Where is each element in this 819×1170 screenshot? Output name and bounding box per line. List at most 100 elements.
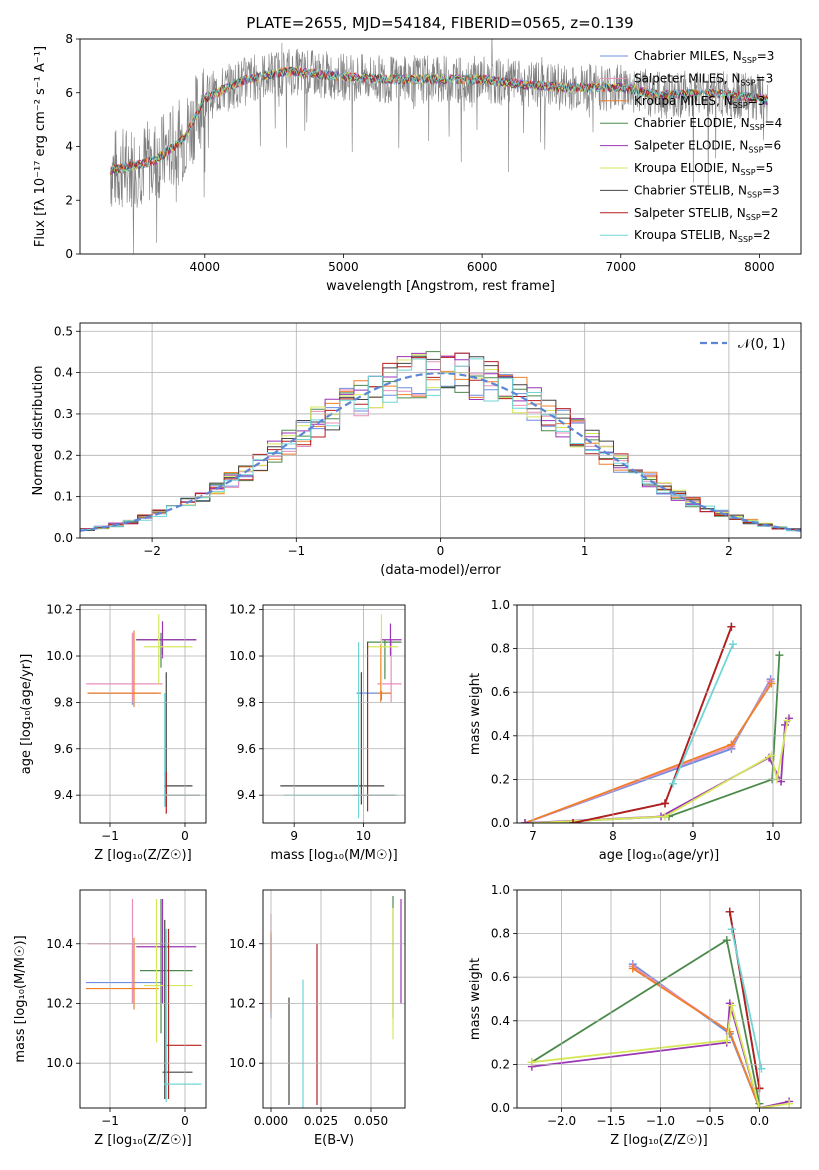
weight-marker bbox=[783, 716, 792, 725]
y-tick-label: 1.0 bbox=[491, 883, 510, 897]
legend-label: Kroupa ELODIE, NSSP=5 bbox=[634, 161, 773, 177]
plot-area bbox=[86, 614, 200, 814]
axes-frame bbox=[79, 604, 207, 824]
weight-marker bbox=[669, 779, 677, 788]
y-tick-label: 9.8 bbox=[54, 695, 73, 709]
x-tick-label: −2.0 bbox=[547, 1114, 576, 1128]
x-tick-label: 0.025 bbox=[304, 1114, 338, 1128]
x-axis-label: Z [log₁₀(Z/Z☉)] bbox=[610, 1133, 707, 1148]
y-tick-label: 10.4 bbox=[229, 937, 256, 951]
y-tick-label: 10.2 bbox=[46, 996, 73, 1010]
x-tick-label: 1 bbox=[581, 544, 589, 558]
weight-line bbox=[572, 626, 733, 823]
x-tick-label: 0.050 bbox=[354, 1114, 388, 1128]
y-tick-label: 0 bbox=[65, 247, 73, 261]
x-tick-label: 4000 bbox=[190, 260, 221, 274]
y-tick-label: 10.4 bbox=[46, 937, 73, 951]
legend-label: 𝒩(0, 1) bbox=[738, 337, 785, 352]
x-tick-label: 9 bbox=[689, 829, 697, 843]
x-tick-label: 7 bbox=[529, 829, 537, 843]
x-tick-label: −1 bbox=[101, 829, 119, 843]
legend-label: Chabrier STELIB, NSSP=3 bbox=[634, 183, 780, 199]
x-tick-label: −1.0 bbox=[646, 1114, 675, 1128]
x-tick-label: −2 bbox=[143, 544, 161, 558]
y-tick-label: 9.4 bbox=[237, 788, 256, 802]
x-axis-label: E(B-V) bbox=[314, 1133, 354, 1148]
y-tick-label: 9.6 bbox=[54, 742, 73, 756]
x-tick-label: 2 bbox=[725, 544, 733, 558]
weight-marker bbox=[521, 819, 529, 823]
chart-residuals: −2 −1 0 1 2 0.0 0.1 0.2 0.3 0.4 0.5 (data-model)/er… bbox=[31, 322, 802, 578]
weight-marker bbox=[757, 1064, 766, 1073]
weight-line bbox=[532, 655, 781, 823]
axes-frame bbox=[262, 604, 406, 824]
x-tick-label: 8 bbox=[609, 829, 617, 843]
y-tick-label: 0.0 bbox=[491, 816, 510, 830]
x-tick-label: 7000 bbox=[605, 260, 636, 274]
x-axis-label: (data-model)/error bbox=[380, 563, 501, 578]
weight-marker bbox=[722, 936, 731, 945]
x-tick-label: 0 bbox=[181, 1114, 189, 1128]
y-tick-label: 10.0 bbox=[229, 649, 256, 663]
y-tick-label: 9.6 bbox=[237, 742, 256, 756]
y-tick-label: 0.4 bbox=[54, 366, 73, 380]
x-axis-label: mass [log₁₀(M/M☉)] bbox=[270, 848, 397, 863]
x-tick-label: 10 bbox=[356, 829, 371, 843]
y-tick-label: 0.1 bbox=[54, 490, 73, 504]
weight-marker bbox=[527, 1058, 536, 1067]
legend-label: Kroupa MILES, NSSP=3 bbox=[634, 94, 765, 110]
x-tick-label: 8000 bbox=[744, 260, 775, 274]
plot-area bbox=[527, 907, 794, 1108]
weight-marker bbox=[661, 812, 669, 821]
legend-label: Kroupa STELIB, NSSP=2 bbox=[634, 228, 771, 244]
y-axis-label: mass weight bbox=[468, 958, 483, 1040]
legend-label: Chabrier ELODIE, NSSP=4 bbox=[634, 116, 782, 132]
x-tick-label: 5000 bbox=[328, 260, 359, 274]
weight-marker bbox=[727, 622, 736, 631]
x-tick-label: 10 bbox=[765, 829, 780, 843]
legend: Chabrier MILES, NSSP=3 Salpeter MILES, NS… bbox=[600, 49, 782, 244]
y-tick-label: 0.8 bbox=[491, 642, 510, 656]
weight-marker bbox=[727, 1001, 736, 1010]
y-tick-label: 10.2 bbox=[229, 603, 256, 617]
weight-marker bbox=[727, 925, 736, 934]
chart-weight_vs_Z: −2.0 −1.5 −1.0 −0.5 0.0 0.0 0.2 0.4 0.6 0.8 1.0 Z [… bbox=[468, 883, 802, 1148]
plot-area bbox=[521, 622, 793, 823]
legend-label: Salpeter MILES, NSSP=3 bbox=[634, 71, 773, 87]
weight-marker bbox=[628, 964, 637, 973]
y-tick-label: 0.6 bbox=[491, 970, 510, 984]
y-tick-label: 0.4 bbox=[491, 1014, 510, 1028]
legend: 𝒩(0, 1) bbox=[700, 337, 785, 352]
x-tick-label: 0.000 bbox=[254, 1114, 288, 1128]
x-tick-label: −0.5 bbox=[695, 1114, 724, 1128]
chart-spectrum: 4000 5000 6000 7000 8000 0 2 4 6 8 wavelength [Ang… bbox=[33, 32, 802, 294]
y-tick-label: 10.0 bbox=[46, 1056, 73, 1070]
y-tick-label: 0.2 bbox=[491, 772, 510, 786]
plot-area bbox=[270, 895, 402, 1108]
y-axis-label: Flux [fλ 10⁻¹⁷ erg cm⁻² s⁻¹ A⁻¹] bbox=[33, 46, 48, 247]
legend-label: Salpeter ELODIE, NSSP=6 bbox=[634, 139, 781, 155]
x-axis-label: age [log₁₀(age/yr)] bbox=[599, 848, 720, 863]
y-tick-label: 1.0 bbox=[491, 598, 510, 612]
y-tick-label: 0.2 bbox=[491, 1057, 510, 1071]
y-axis-label: mass weight bbox=[468, 673, 483, 755]
axes-frame bbox=[262, 889, 406, 1109]
x-axis-label: Z [log₁₀(Z/Z☉)] bbox=[94, 848, 191, 863]
y-tick-label: 0.6 bbox=[491, 685, 510, 699]
legend-label: Chabrier MILES, NSSP=3 bbox=[634, 49, 774, 65]
y-tick-label: 0.3 bbox=[54, 407, 73, 421]
weight-marker bbox=[785, 1099, 794, 1108]
weight-marker bbox=[767, 751, 776, 760]
plot-area bbox=[110, 39, 769, 254]
y-tick-label: 9.8 bbox=[237, 695, 256, 709]
y-tick-label: 8 bbox=[65, 32, 73, 46]
y-tick-label: 0.5 bbox=[54, 324, 73, 338]
y-tick-label: 6 bbox=[65, 86, 73, 100]
y-tick-label: 9.4 bbox=[54, 788, 73, 802]
y-tick-label: 0.8 bbox=[491, 927, 510, 941]
axes-frame bbox=[79, 889, 207, 1109]
weight-line bbox=[572, 626, 733, 823]
weight-line bbox=[672, 643, 734, 785]
y-tick-label: 0.2 bbox=[54, 448, 73, 462]
